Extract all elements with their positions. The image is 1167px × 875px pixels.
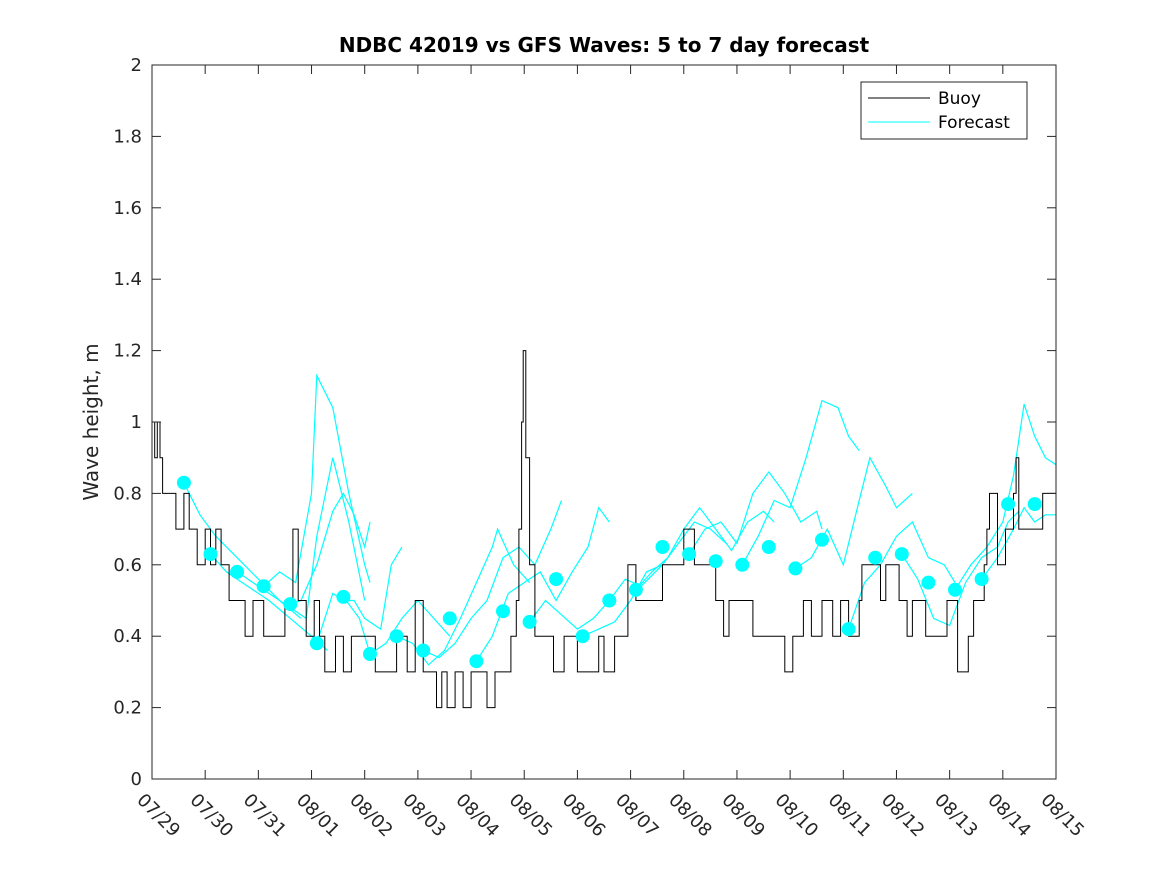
forecast-marker — [496, 604, 510, 619]
y-tick-label: 0 — [131, 769, 142, 790]
forecast-marker — [1027, 497, 1042, 512]
forecast-marker — [309, 636, 324, 651]
forecast-marker — [868, 550, 883, 565]
forecast-marker — [549, 572, 564, 587]
buoy-series — [152, 350, 1056, 709]
forecast-line — [795, 456, 913, 569]
forecast-marker — [788, 561, 803, 576]
forecast-line — [688, 470, 823, 555]
chart-title: NDBC 42019 vs GFS Waves: 5 to 7 day fore… — [339, 33, 870, 57]
forecast-line — [635, 506, 775, 591]
forecast-marker — [894, 547, 909, 562]
y-tick-label: 0.4 — [113, 626, 142, 647]
forecast-marker — [363, 647, 377, 661]
forecast-line — [263, 373, 371, 587]
forecast-marker — [389, 629, 404, 644]
forecast-line — [422, 500, 563, 659]
forecast-marker — [628, 582, 643, 597]
legend-forecast-label: Forecast — [938, 113, 1010, 133]
forecast-line — [954, 403, 1057, 591]
y-tick-label: 1.6 — [113, 198, 142, 219]
forecast-marker — [176, 475, 191, 490]
y-tick-label: 1.8 — [113, 126, 142, 147]
legend-buoy-label: Buoy — [938, 89, 981, 109]
forecast-marker — [682, 547, 697, 562]
forecast-marker — [416, 643, 431, 658]
forecast-marker — [815, 532, 829, 547]
y-axis-ticks: 0 0.2 0.4 0.6 0.8 1 1.2 1.4 1.6 1.8 2 — [113, 55, 1056, 790]
y-axis-label: Wave height, m — [79, 343, 103, 500]
forecast-marker — [230, 564, 245, 579]
plot-area: 00.20.40.60.811.21.41.61.82 07/29 07/30 07… — [113, 55, 1088, 841]
forecast-marker — [948, 582, 962, 597]
forecast-marker — [655, 540, 670, 554]
forecast-marker — [575, 629, 590, 644]
forecast-marker — [522, 614, 537, 629]
forecast-line — [290, 492, 371, 605]
y-tick-label: 2 — [131, 55, 142, 76]
forecast-marker — [256, 579, 271, 594]
legend: Buoy Forecast — [860, 81, 1028, 140]
forecast-marker — [761, 540, 776, 554]
forecast-marker — [336, 589, 351, 604]
forecast-marker — [841, 622, 856, 637]
forecast-line — [316, 546, 403, 644]
forecast-marker — [203, 547, 218, 562]
forecast-marker — [469, 654, 484, 669]
forecast-markers — [176, 475, 1042, 669]
y-tick-label: 1.4 — [113, 269, 142, 290]
forecast-marker — [602, 593, 617, 608]
forecast-line — [848, 521, 956, 630]
y-tick-label: 1.2 — [113, 341, 142, 362]
forecast-marker — [708, 554, 723, 569]
forecast-marker — [442, 611, 457, 626]
forecast-marker — [1001, 497, 1016, 512]
y-tick-label: 0.2 — [113, 698, 142, 719]
forecast-marker — [735, 557, 750, 572]
forecast-marker — [921, 575, 936, 590]
forecast-line — [741, 399, 860, 566]
y-tick-label: 1 — [131, 412, 142, 433]
y-tick-label: 0.8 — [113, 483, 142, 504]
forecast-marker — [283, 597, 298, 612]
forecast-marker — [974, 572, 989, 587]
forecast-line — [901, 510, 1020, 627]
buoy-line — [152, 350, 1056, 709]
forecast-line — [582, 521, 727, 637]
y-tick-label: 0.6 — [113, 555, 142, 576]
legend-box — [860, 81, 1028, 140]
